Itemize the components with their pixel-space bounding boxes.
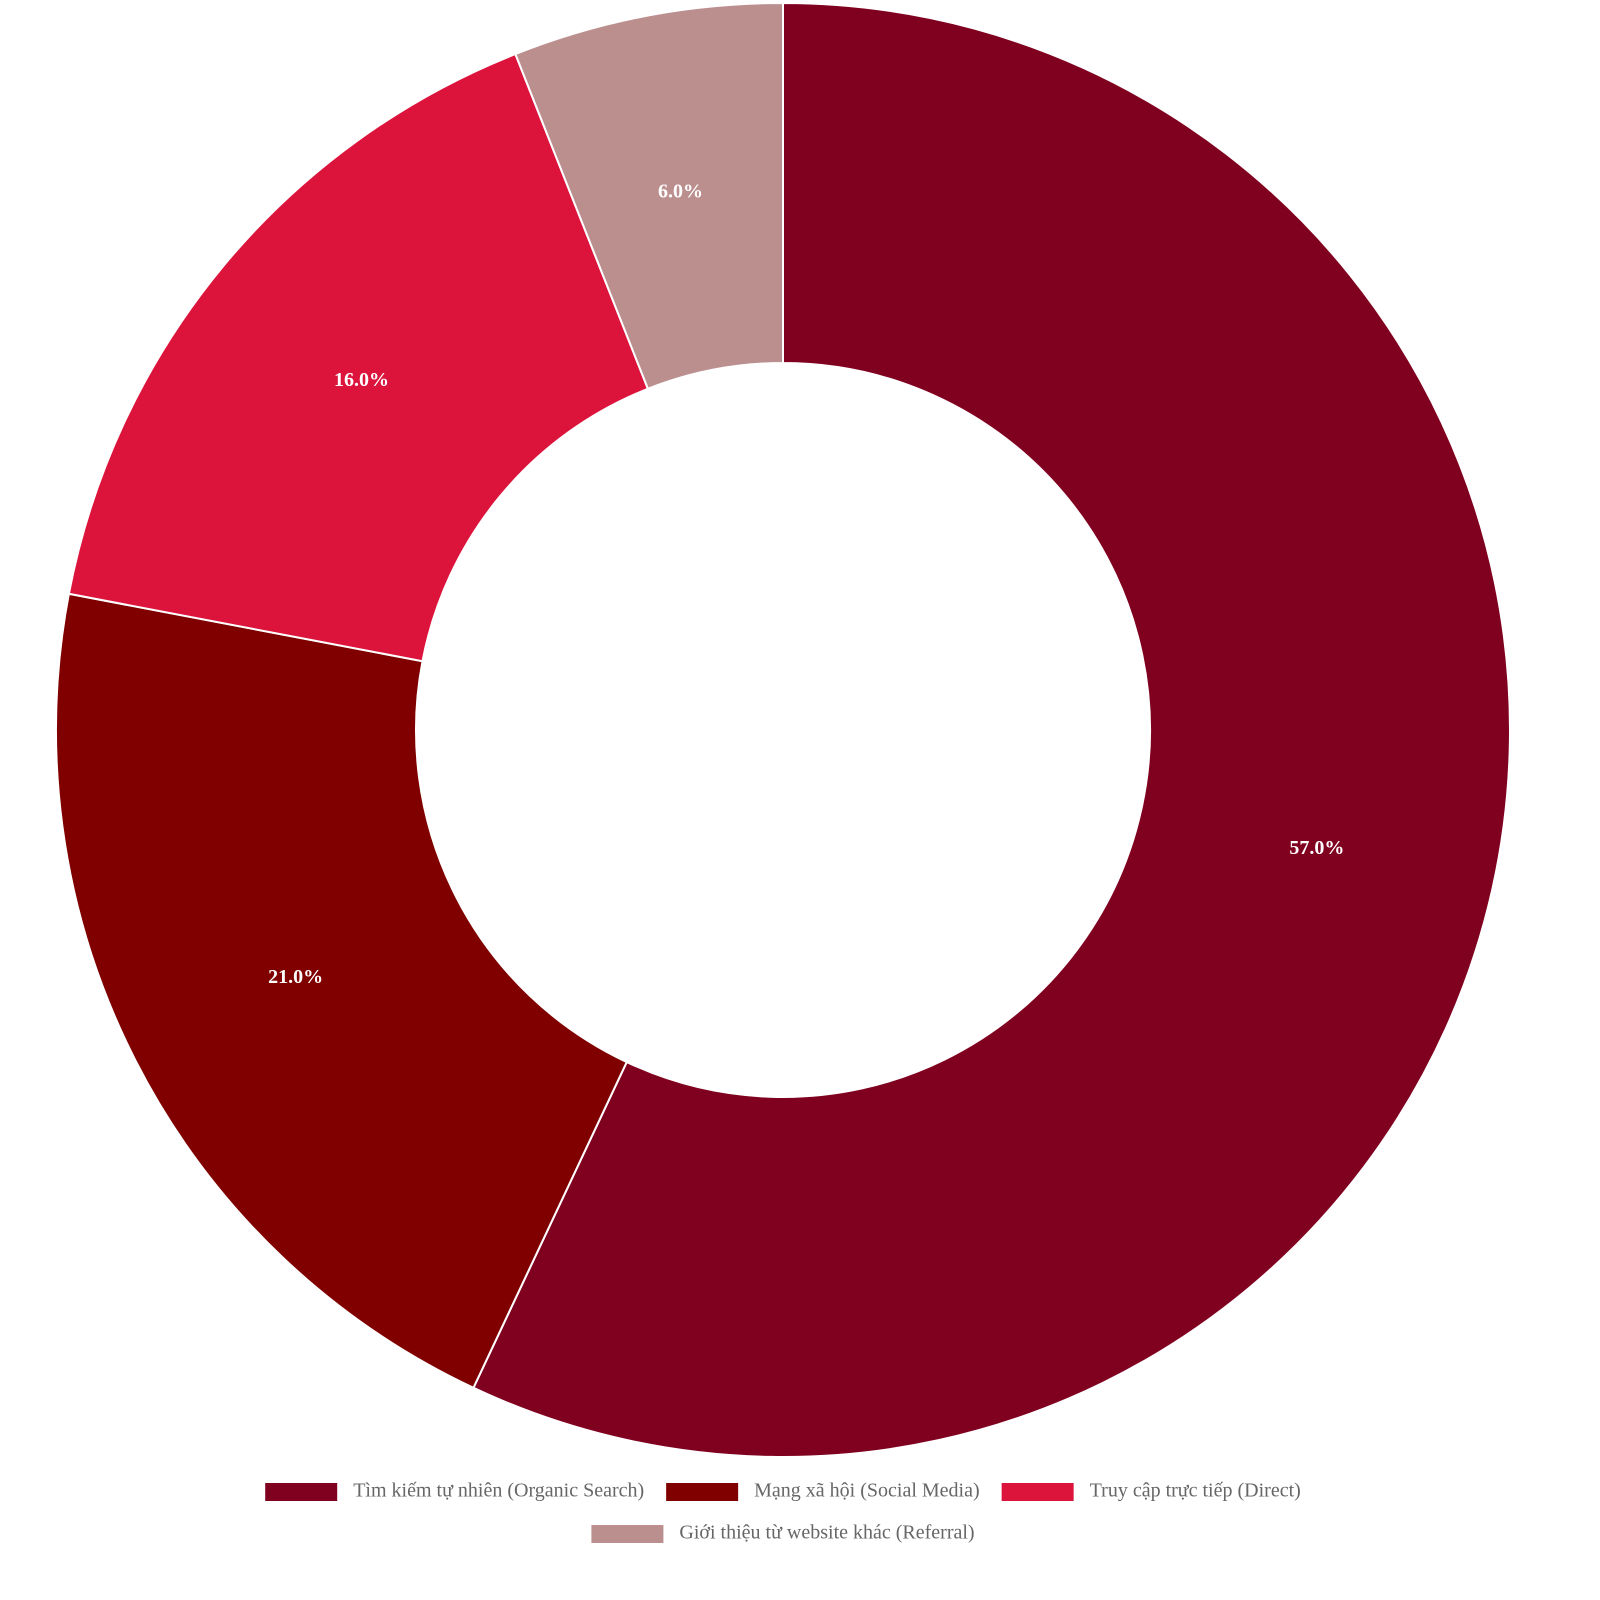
slice <box>67 52 650 663</box>
legend-label: Tìm kiếm tự nhiên (Organic Search) <box>353 1480 644 1502</box>
slice <box>472 1 1511 1458</box>
data-label: 57.0% <box>1289 837 1344 859</box>
legend-swatch <box>591 1525 664 1543</box>
data-label: 6.0% <box>658 180 703 202</box>
legend-swatch <box>1001 1483 1074 1501</box>
legend-item: Giới thiệu từ website khác (Referral) <box>591 1522 975 1544</box>
legend-label: Truy cập trực tiếp (Direct) <box>1090 1480 1301 1502</box>
legend-item: Mạng xã hội (Social Media) <box>666 1480 980 1502</box>
legend-item: Truy cập trực tiếp (Direct) <box>1001 1480 1301 1502</box>
data-label: 16.0% <box>334 369 389 391</box>
legend-swatch <box>265 1483 338 1501</box>
legend-swatch <box>666 1483 739 1501</box>
slice <box>55 592 629 1390</box>
data-label: 21.0% <box>268 966 323 988</box>
slice <box>514 1 784 391</box>
legend-label: Mạng xã hội (Social Media) <box>754 1480 980 1502</box>
legend-label: Giới thiệu từ website khác (Referral) <box>679 1522 974 1544</box>
legend-item: Tìm kiếm tự nhiên (Organic Search) <box>265 1480 644 1502</box>
